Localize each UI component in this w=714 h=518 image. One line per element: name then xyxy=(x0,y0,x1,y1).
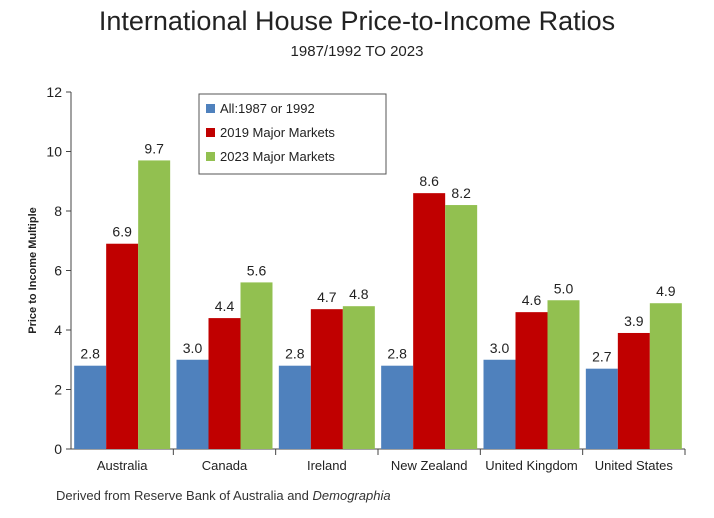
y-axis-title: Price to Income Multiple xyxy=(27,207,39,334)
legend-entry-label: All:1987 or 1992 xyxy=(220,101,315,116)
bar xyxy=(74,365,107,449)
chart-title: International House Price-to-Income Rati… xyxy=(98,6,616,36)
bar xyxy=(240,282,273,449)
bar-data-label: 4.8 xyxy=(349,286,369,302)
bar xyxy=(515,312,548,449)
source-note: Derived from Reserve Bank of Australia a… xyxy=(56,488,391,503)
bar xyxy=(208,318,241,449)
bar xyxy=(585,368,618,449)
bar xyxy=(176,359,209,449)
x-tick-label: United States xyxy=(595,458,674,473)
chart-bars xyxy=(74,160,682,450)
bar xyxy=(106,243,139,449)
x-tick-label: Australia xyxy=(97,458,148,473)
bar xyxy=(138,160,171,450)
bar-data-label: 2.8 xyxy=(80,346,100,362)
x-tick-label: Ireland xyxy=(307,458,347,473)
bar-data-label: 8.2 xyxy=(451,185,471,201)
bar-data-label: 4.6 xyxy=(522,292,542,308)
chart-subtitle: 1987/1992 TO 2023 xyxy=(290,43,424,60)
bar-data-label: 9.7 xyxy=(144,140,164,156)
x-tick-label: Canada xyxy=(202,458,248,473)
x-tick-label: United Kingdom xyxy=(485,458,578,473)
bar xyxy=(649,303,682,449)
chart-axes: 0 2 4 6 8 10 12 Price to Income Multiple Austral… xyxy=(27,84,686,473)
bar-data-label: 3.9 xyxy=(624,313,644,329)
bar-data-label: 4.9 xyxy=(656,283,676,299)
bar-data-label: 4.4 xyxy=(215,298,235,314)
legend-box xyxy=(198,93,387,175)
bar-data-label: 2.8 xyxy=(285,346,305,362)
bar xyxy=(617,332,650,449)
source-note-prefix: Derived from Reserve Bank of Australia a… xyxy=(56,488,313,503)
bar-data-label: 5.0 xyxy=(554,280,574,296)
bar-data-label: 2.7 xyxy=(592,349,612,365)
bar-data-label: 8.6 xyxy=(419,173,439,189)
legend-swatch xyxy=(206,128,215,137)
x-tick-label: New Zealand xyxy=(391,458,468,473)
y-tick-label: 12 xyxy=(46,84,62,100)
bar xyxy=(445,205,478,449)
y-tick-label: 6 xyxy=(54,263,62,279)
y-tick-label: 0 xyxy=(54,441,62,457)
bar xyxy=(310,309,343,449)
bar-data-label: 3.0 xyxy=(490,340,510,356)
bar xyxy=(483,359,516,449)
source-note-emphasis: Demographia xyxy=(312,488,391,503)
legend-entry-label: 2023 Major Markets xyxy=(220,149,335,164)
legend-swatch xyxy=(206,152,215,161)
bar xyxy=(278,365,311,449)
y-tick-label: 2 xyxy=(54,382,62,398)
bar-data-label: 6.9 xyxy=(112,224,132,240)
bar xyxy=(547,300,580,449)
bar xyxy=(413,193,446,449)
bar-data-label: 2.8 xyxy=(387,346,407,362)
chart-legend: All:1987 or 1992 2019 Major Markets 2023 M… xyxy=(198,93,387,175)
y-tick-label: 10 xyxy=(46,144,62,160)
bar-data-label: 3.0 xyxy=(183,340,203,356)
bar-data-label: 5.6 xyxy=(247,262,267,278)
bar xyxy=(381,365,414,449)
y-tick-label: 8 xyxy=(54,203,62,219)
bar-data-label: 4.7 xyxy=(317,289,337,305)
y-tick-label: 4 xyxy=(54,322,62,338)
legend-swatch xyxy=(206,104,215,113)
bar xyxy=(342,306,375,449)
legend-entry-label: 2019 Major Markets xyxy=(220,125,335,140)
chart-data-labels: 2.8 6.9 9.7 3.0 4.4 5.6 2.8 4.7 4.8 2.8 8.6 8.2 3.0 4… xyxy=(80,140,675,364)
